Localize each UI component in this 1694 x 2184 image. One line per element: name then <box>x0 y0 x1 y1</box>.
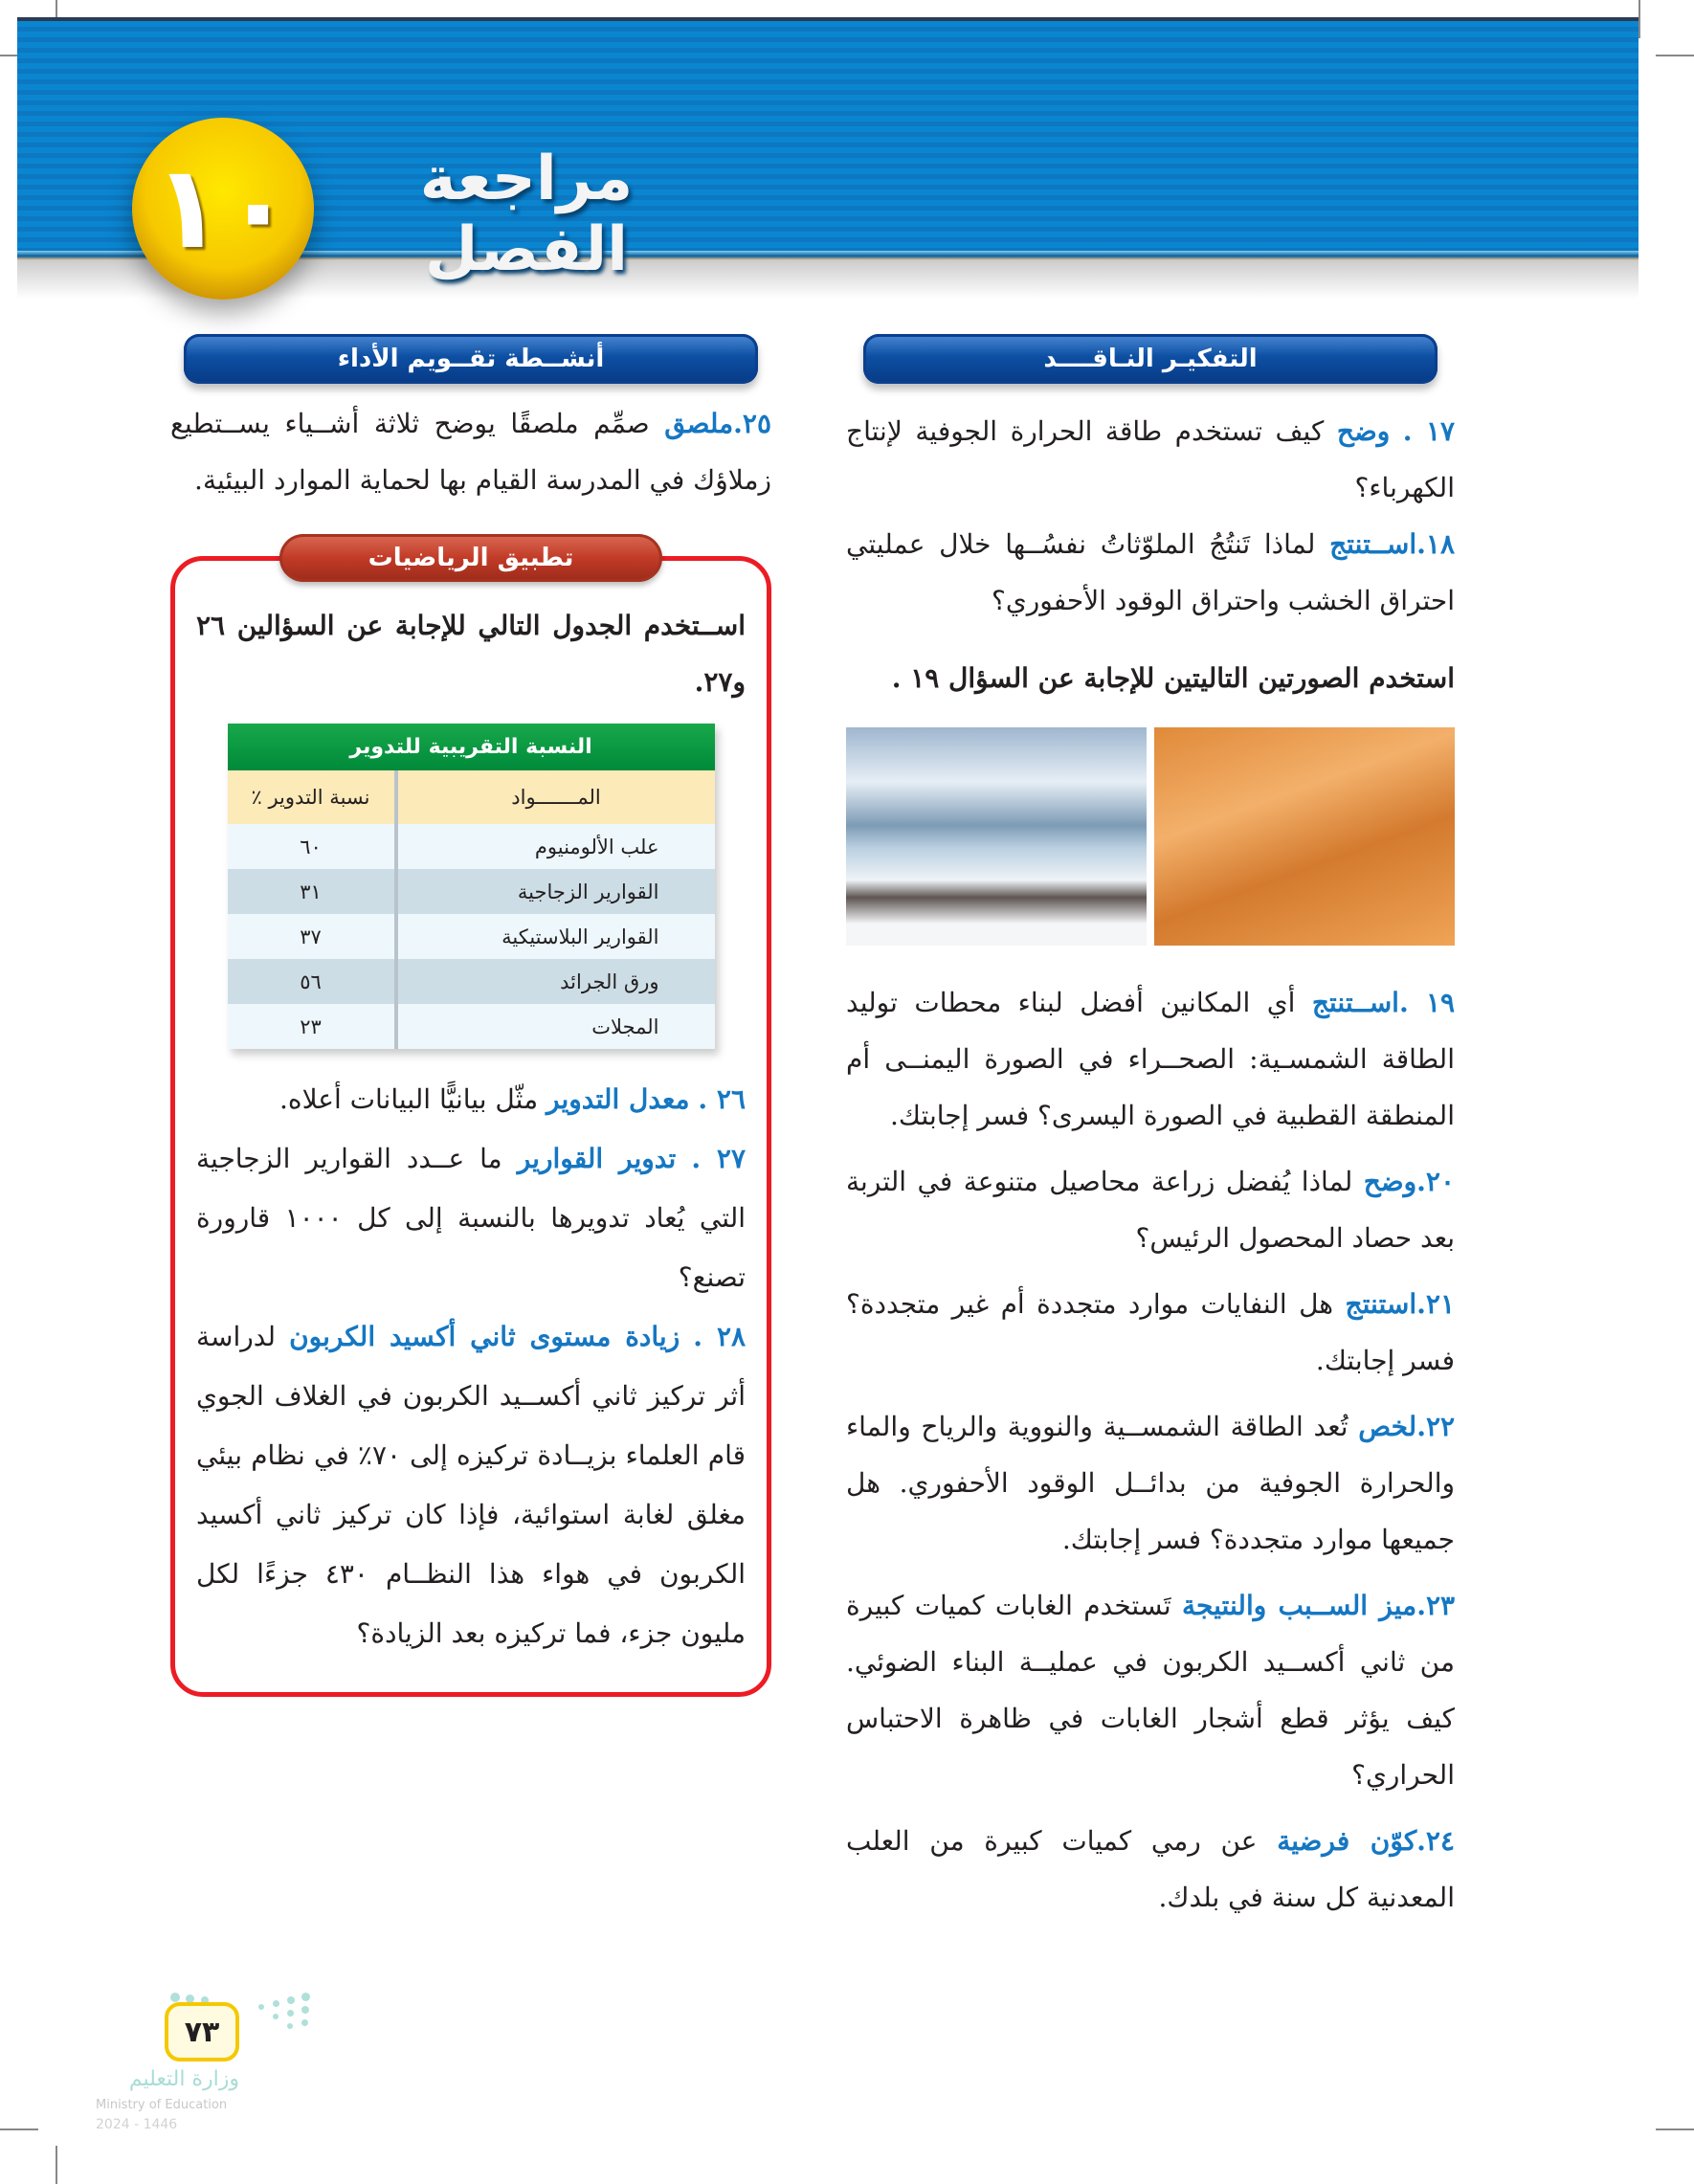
cell-rate: ٣٧ <box>300 925 322 948</box>
logo-arabic-name: وزارة التعليم <box>128 2067 239 2091</box>
photos-row <box>846 727 1455 946</box>
table-row: القوارير البلاستيكية ٣٧ <box>227 914 715 959</box>
question-28: ٢٨ . زيادة مستوى ثاني أكسيد الكربون لدرا… <box>196 1321 747 1649</box>
cell-material: ورق الجرائد <box>393 959 715 1004</box>
cell-material: القوارير البلاستيكية <box>393 914 715 959</box>
page-number: ٧٣ <box>165 2002 239 2061</box>
table-title: النسبة التقريبية للتدوير <box>227 724 715 770</box>
cell-rate: ٥٦ <box>300 969 322 993</box>
edition-year: 2024 - 1446 <box>96 2117 178 2132</box>
page-title: مراجعة الفصل <box>419 144 634 285</box>
cell-material: القوارير الزجاجية <box>393 869 715 914</box>
logo-english-name: Ministry of Education <box>96 2098 228 2112</box>
cell-rate: ٦٠ <box>300 835 322 858</box>
math-application-box: تطبيق الرياضيات اســتخدم الجدول التالي ل… <box>170 534 771 1697</box>
table-row: القوارير الزجاجية ٣١ <box>227 869 715 914</box>
cell-rate: ٢٣ <box>300 1014 322 1038</box>
crop-mark <box>0 2128 38 2130</box>
left-column: أنشــطة تقــويم الأداء ٢٥.ملصق صمِّم ملص… <box>170 334 771 1697</box>
question-23: ٢٣.ميز الســبب والنتيجة تَستخدم الغابات … <box>846 1590 1456 1791</box>
recycling-table: النسبة التقريبية للتدوير المـــــــواد نس… <box>227 724 715 1049</box>
crop-mark <box>1638 0 1640 38</box>
question-18: ١٨.اســتنتج لماذا تَنتُجُ الملوّثاتُ نفس… <box>846 528 1455 616</box>
question-25: ٢٥.ملصق صمِّم ملصقًا يوضح ثلاثة أشــياء … <box>170 408 771 496</box>
question-26: ٢٦ . معدل التدوير مثّل بيانيًّا البيانات… <box>279 1083 746 1115</box>
col-header-material: المـــــــواد <box>393 770 715 824</box>
critical-thinking-header: التفكيـر النـاقــــد <box>863 334 1438 384</box>
question-20: ٢٠.وضح لماذا يُفضل زراعة محاصيل متنوعة ف… <box>846 1166 1455 1254</box>
question-17: ١٧ . وضح كيف تستخدم طاقة الحرارة الجوفية… <box>846 415 1456 503</box>
math-application-header: تطبيق الرياضيات <box>279 534 662 582</box>
table-row: علب الألومنيوم ٦٠ <box>227 824 715 869</box>
desert-dunes-photo <box>1154 727 1455 946</box>
chapter-number-badge: ١٠ <box>132 118 314 300</box>
question-22: ٢٢.لخص تُعد الطاقة الشمســية والنووية وا… <box>846 1411 1456 1555</box>
crop-mark <box>1656 2128 1694 2130</box>
cell-material: المجلات <box>393 1004 715 1049</box>
cell-rate: ٣١ <box>300 880 322 903</box>
ministry-logo-dots <box>163 1993 316 2040</box>
math-intro: اســتخدم الجدول التالي للإجابة عن السؤال… <box>196 610 746 698</box>
images-intro: استخدم الصورتين التاليتين للإجابة عن الس… <box>891 662 1455 694</box>
cell-material: علب الألومنيوم <box>393 824 715 869</box>
question-24: ٢٤.كوّن فرضية عن رمي كميات كبيرة من العل… <box>846 1825 1455 1913</box>
table-header-row: المـــــــواد نسبة التدوير ٪ <box>227 770 715 824</box>
crop-mark <box>56 2146 57 2184</box>
right-column: التفكيـر النـاقــــد ١٧ . وضح كيف تستخدم… <box>846 334 1455 1926</box>
table-row: ورق الجرائد ٥٦ <box>227 959 715 1004</box>
performance-assessment-header: أنشــطة تقــويم الأداء <box>184 334 758 384</box>
question-19: ١٩ .اســتنتج أي المكانين أفضل لبناء محطا… <box>846 987 1456 1131</box>
polar-penguins-photo <box>846 727 1147 946</box>
chapter-number: ١٠ <box>152 142 294 275</box>
question-27: ٢٧ . تدوير القوارير ما عــدد القوارير ال… <box>196 1143 746 1293</box>
question-21: ٢١.استنتج هل النفايات موارد متجددة أم غي… <box>846 1288 1455 1376</box>
crop-mark <box>1656 55 1694 56</box>
col-header-rate: نسبة التدوير ٪ <box>251 786 370 809</box>
table-row: المجلات ٢٣ <box>227 1004 715 1049</box>
